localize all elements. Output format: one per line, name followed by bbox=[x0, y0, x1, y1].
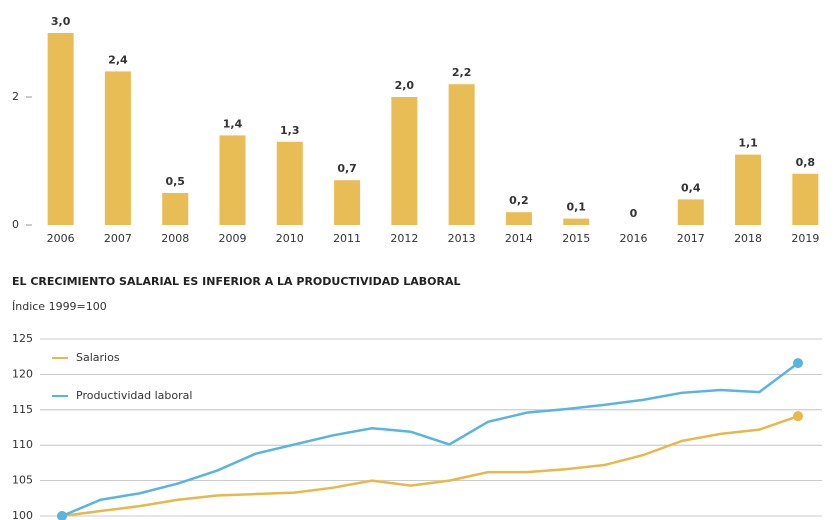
x-tick-label: 2015 bbox=[562, 232, 590, 245]
y-tick-label: 120 bbox=[12, 367, 33, 380]
bar bbox=[334, 180, 361, 225]
line bbox=[61, 362, 799, 518]
bar bbox=[792, 173, 819, 225]
y-tick-label: 125 bbox=[12, 332, 33, 345]
y-tick-label: 100 bbox=[12, 509, 33, 520]
x-tick-label: 2007 bbox=[104, 232, 132, 245]
value-label: 0,1 bbox=[566, 201, 586, 214]
bar bbox=[276, 141, 303, 225]
y-tick-label: 110 bbox=[12, 438, 33, 451]
y-tick-label: 2 bbox=[12, 90, 19, 103]
bar bbox=[104, 71, 131, 226]
point bbox=[793, 411, 803, 422]
value-label: 1,1 bbox=[738, 137, 758, 150]
legend-label: Productividad laboral bbox=[76, 389, 192, 402]
line bbox=[61, 414, 799, 518]
value-label: 0,4 bbox=[681, 181, 701, 194]
y-tick-label: 115 bbox=[12, 403, 33, 416]
bar bbox=[162, 193, 189, 225]
x-tick-label: 2019 bbox=[791, 232, 819, 245]
value-label: 1,3 bbox=[280, 124, 300, 137]
x-tick-label: 2018 bbox=[734, 232, 762, 245]
value-label: 0,2 bbox=[509, 194, 529, 207]
value-label: 0 bbox=[630, 207, 638, 220]
x-tick-label: 2014 bbox=[505, 232, 533, 245]
x-tick-label: 2013 bbox=[448, 232, 476, 245]
bar bbox=[47, 33, 74, 225]
value-label: 3,0 bbox=[51, 15, 71, 28]
value-label: 0,5 bbox=[165, 175, 185, 188]
value-label: 0,8 bbox=[796, 156, 816, 169]
value-label: 0,7 bbox=[337, 162, 357, 175]
x-tick-label: 2012 bbox=[390, 232, 418, 245]
chart-title: EL CRECIMIENTO SALARIAL ES INFERIOR A LA… bbox=[12, 275, 460, 288]
bar bbox=[219, 135, 246, 225]
x-tick-label: 2010 bbox=[276, 232, 304, 245]
x-tick-label: 2011 bbox=[333, 232, 361, 245]
y-tick-label: 0 bbox=[12, 218, 19, 231]
x-tick-label: 2008 bbox=[161, 232, 189, 245]
chart-subtitle: Índice 1999=100 bbox=[12, 300, 107, 313]
x-tick-label: 2006 bbox=[47, 232, 75, 245]
bar bbox=[505, 212, 532, 225]
value-label: 2,4 bbox=[108, 53, 128, 66]
point bbox=[793, 358, 803, 369]
legend-label: Salarios bbox=[76, 351, 120, 364]
bar bbox=[735, 154, 762, 225]
x-tick-label: 2017 bbox=[677, 232, 705, 245]
value-label: 1,4 bbox=[223, 117, 243, 130]
point bbox=[57, 511, 67, 520]
value-label: 2,0 bbox=[395, 79, 415, 92]
x-tick-label: 2009 bbox=[219, 232, 247, 245]
bar bbox=[391, 97, 418, 225]
x-tick-label: 2016 bbox=[620, 232, 648, 245]
y-tick-label: 105 bbox=[12, 474, 33, 487]
bar bbox=[448, 84, 475, 225]
bar bbox=[677, 199, 704, 225]
bar bbox=[563, 218, 590, 225]
value-label: 2,2 bbox=[452, 66, 472, 79]
